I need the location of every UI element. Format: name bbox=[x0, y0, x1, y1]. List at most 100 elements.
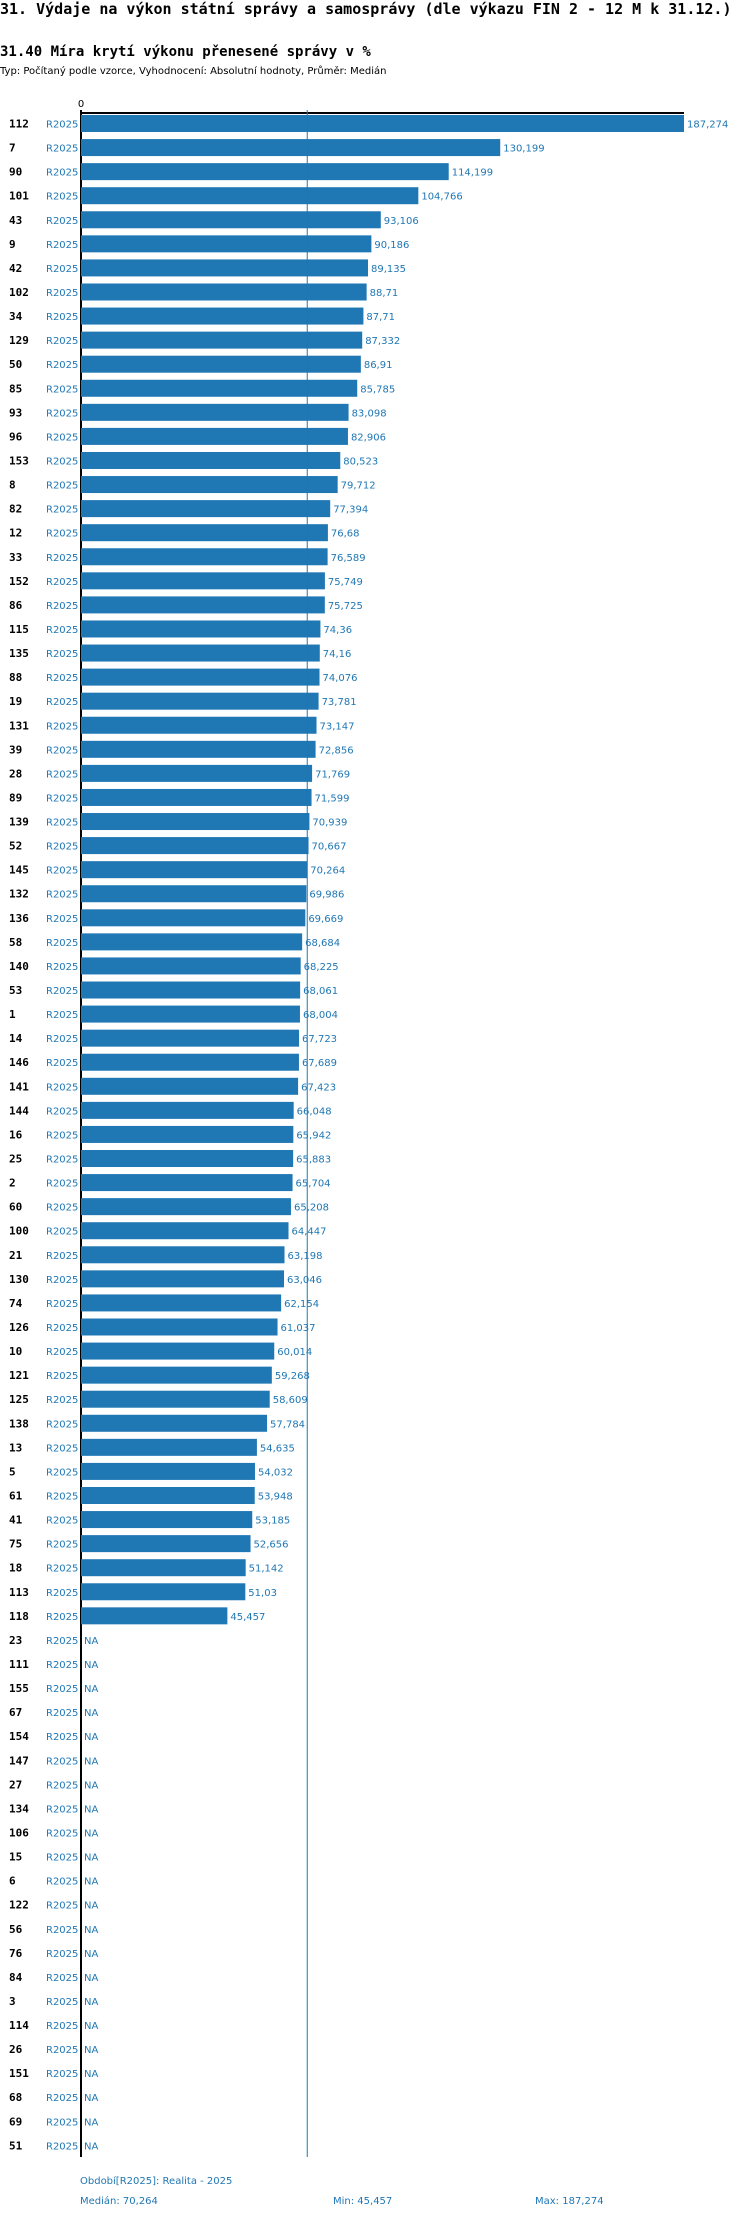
bar-value-label: NA bbox=[84, 1973, 98, 1984]
bar bbox=[81, 1318, 278, 1336]
row-id-label: 86 bbox=[9, 599, 23, 612]
bar-value-label: 76,589 bbox=[331, 553, 366, 564]
row-period-label: R2025 bbox=[46, 1491, 78, 1502]
row-period-label: R2025 bbox=[46, 1443, 78, 1454]
bar-value-label: 77,394 bbox=[333, 505, 368, 516]
bar-value-label: NA bbox=[84, 1636, 98, 1647]
row-id-label: 51 bbox=[9, 2139, 23, 2152]
row-id-label: 25 bbox=[9, 1153, 22, 1166]
row-id-label: 112 bbox=[9, 118, 29, 131]
bar bbox=[81, 933, 303, 951]
row-period-label: R2025 bbox=[46, 721, 78, 732]
bar bbox=[81, 1150, 294, 1168]
bar bbox=[81, 716, 317, 734]
row-period-label: R2025 bbox=[46, 1251, 78, 1262]
row-id-label: 130 bbox=[9, 1273, 29, 1286]
bar bbox=[81, 764, 313, 782]
row-id-label: 141 bbox=[9, 1080, 29, 1093]
bar-value-label: NA bbox=[84, 1708, 98, 1719]
bar-value-label: 53,185 bbox=[255, 1516, 290, 1527]
row-id-label: 12 bbox=[9, 527, 22, 540]
row-id-label: 56 bbox=[9, 1923, 23, 1936]
row-period-label: R2025 bbox=[46, 1058, 78, 1069]
bar bbox=[81, 1029, 300, 1047]
bar-value-label: 54,032 bbox=[258, 1467, 293, 1478]
bar-value-label: 68,061 bbox=[303, 986, 338, 997]
row-period-label: R2025 bbox=[46, 1516, 78, 1527]
row-period-label: R2025 bbox=[46, 697, 78, 708]
row-period-label: R2025 bbox=[46, 288, 78, 299]
row-id-label: 60 bbox=[9, 1201, 22, 1214]
row-id-label: 115 bbox=[9, 623, 29, 636]
row-period-label: R2025 bbox=[46, 1780, 78, 1791]
row-id-label: 122 bbox=[9, 1899, 29, 1912]
row-id-label: 155 bbox=[9, 1682, 29, 1695]
bar-value-label: 69,986 bbox=[309, 890, 344, 901]
row-period-label: R2025 bbox=[46, 601, 78, 612]
bar-value-label: 75,749 bbox=[328, 577, 363, 588]
bar-value-label: 68,225 bbox=[304, 962, 339, 973]
bar-value-label: 72,856 bbox=[319, 745, 354, 756]
bar bbox=[81, 1005, 300, 1023]
row-period-label: R2025 bbox=[46, 336, 78, 347]
row-period-label: R2025 bbox=[46, 1106, 78, 1117]
bar bbox=[81, 1583, 246, 1601]
bar-value-label: 70,939 bbox=[312, 818, 347, 829]
bar-value-label: NA bbox=[84, 1925, 98, 1936]
row-id-label: 50 bbox=[9, 358, 22, 371]
bar-value-label: 88,71 bbox=[370, 288, 399, 299]
row-period-label: R2025 bbox=[46, 1564, 78, 1575]
row-id-label: 152 bbox=[9, 575, 29, 588]
row-id-label: 33 bbox=[9, 551, 22, 564]
row-period-label: R2025 bbox=[46, 938, 78, 949]
bar-value-label: 89,135 bbox=[371, 264, 406, 275]
footer-max: Max: 187,274 bbox=[535, 2196, 604, 2207]
bar bbox=[81, 307, 364, 325]
bar bbox=[81, 331, 363, 349]
row-period-label: R2025 bbox=[46, 673, 78, 684]
row-period-label: R2025 bbox=[46, 432, 78, 443]
row-period-label: R2025 bbox=[46, 2045, 78, 2056]
row-period-label: R2025 bbox=[46, 1275, 78, 1286]
row-id-label: 131 bbox=[9, 719, 29, 732]
bar-value-label: 74,16 bbox=[323, 649, 352, 660]
bar bbox=[81, 1390, 270, 1408]
row-period-label: R2025 bbox=[46, 1467, 78, 1478]
bar-value-label: 83,098 bbox=[352, 408, 387, 419]
bar bbox=[81, 548, 328, 566]
bar-value-label: NA bbox=[84, 1853, 98, 1864]
bar-value-label: 79,712 bbox=[341, 481, 376, 492]
row-period-label: R2025 bbox=[46, 1660, 78, 1671]
bar-value-label: 54,635 bbox=[260, 1443, 295, 1454]
row-period-label: R2025 bbox=[46, 1828, 78, 1839]
bar-value-label: 66,048 bbox=[297, 1106, 332, 1117]
bar bbox=[81, 211, 381, 229]
row-id-label: 61 bbox=[9, 1489, 23, 1502]
row-id-label: 58 bbox=[9, 936, 22, 949]
row-period-label: R2025 bbox=[46, 1371, 78, 1382]
bar bbox=[81, 1270, 285, 1288]
bar-value-label: 61,037 bbox=[281, 1323, 316, 1334]
bar bbox=[81, 355, 361, 373]
bar bbox=[81, 740, 316, 758]
bar bbox=[81, 1342, 275, 1360]
row-period-label: R2025 bbox=[46, 1756, 78, 1767]
row-id-label: 15 bbox=[9, 1851, 22, 1864]
bar bbox=[81, 572, 325, 590]
bar bbox=[81, 957, 301, 975]
row-id-label: 147 bbox=[9, 1754, 29, 1767]
bar-value-label: 64,447 bbox=[292, 1227, 327, 1238]
chart-type-info: Typ: Počítaný podle vzorce, Vyhodnocení:… bbox=[0, 66, 387, 77]
row-period-label: R2025 bbox=[46, 745, 78, 756]
bar-value-label: 65,704 bbox=[296, 1179, 331, 1190]
row-id-label: 139 bbox=[9, 816, 29, 829]
row-period-label: R2025 bbox=[46, 2021, 78, 2032]
row-id-label: 13 bbox=[9, 1441, 22, 1454]
bar-value-label: 65,883 bbox=[296, 1155, 331, 1166]
bar-value-label: 87,71 bbox=[366, 312, 395, 323]
row-period-label: R2025 bbox=[46, 1732, 78, 1743]
row-period-label: R2025 bbox=[46, 216, 78, 227]
row-id-label: 53 bbox=[9, 984, 22, 997]
bar bbox=[81, 1198, 291, 1216]
